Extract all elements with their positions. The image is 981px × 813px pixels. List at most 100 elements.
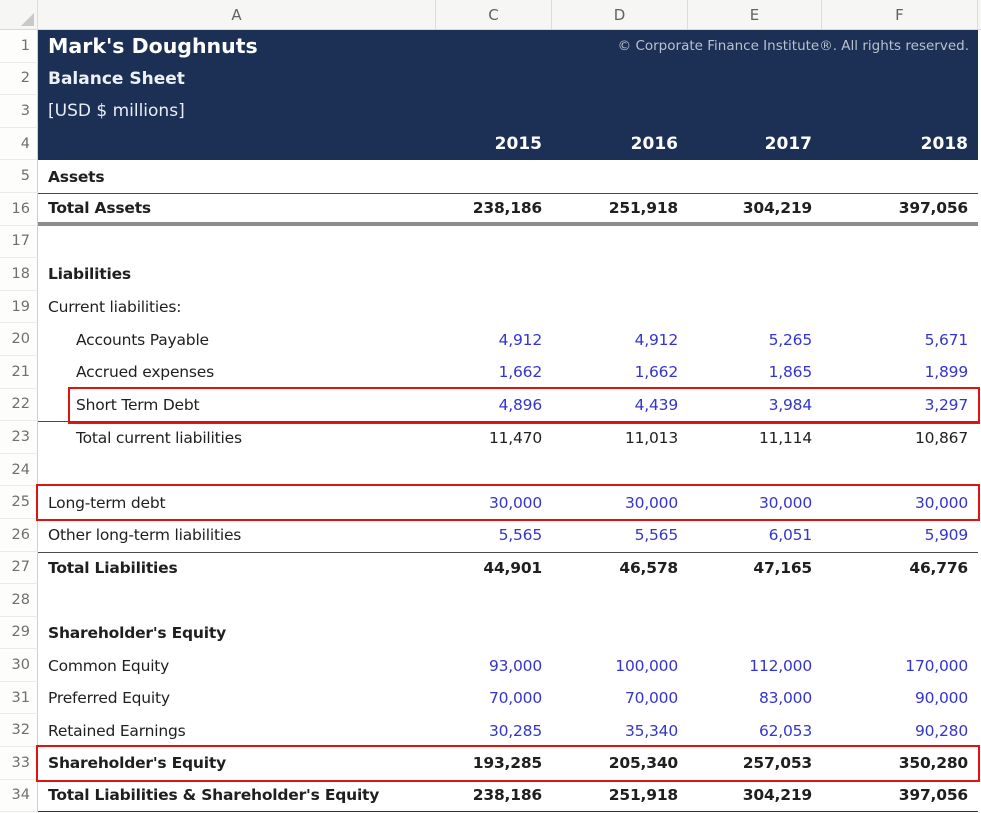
cell-value[interactable]: 205,340 xyxy=(608,754,678,773)
cell-value[interactable]: 4,912 xyxy=(634,330,679,349)
row-number[interactable]: 25 xyxy=(0,486,38,519)
select-all-corner[interactable] xyxy=(0,0,38,29)
cell-value[interactable]: 100,000 xyxy=(615,656,678,675)
cell-value[interactable] xyxy=(552,617,688,650)
row-number[interactable]: 22 xyxy=(0,388,38,422)
cell-value[interactable]: 5,909 xyxy=(924,526,969,545)
cell-value[interactable] xyxy=(688,617,822,650)
row-number[interactable]: 18 xyxy=(0,258,38,291)
row-number[interactable]: 34 xyxy=(0,779,38,813)
cell-value[interactable]: 5,265 xyxy=(768,330,813,349)
cell-value[interactable] xyxy=(436,584,552,617)
cell-label[interactable]: Accrued expenses xyxy=(76,363,214,382)
cell-value[interactable] xyxy=(822,258,978,291)
cell-value[interactable] xyxy=(552,258,688,291)
cell-value[interactable]: 4,912 xyxy=(498,330,543,349)
cell-value[interactable]: 47,165 xyxy=(753,559,812,578)
cell-label[interactable]: Shareholder's Equity xyxy=(48,623,226,642)
cell-value[interactable]: 6,051 xyxy=(768,526,813,545)
row-number[interactable]: 33 xyxy=(0,747,38,780)
cell-label[interactable]: Total current liabilities xyxy=(76,428,242,447)
row-number[interactable]: 2 xyxy=(0,62,38,96)
cell-value[interactable]: 4,896 xyxy=(498,395,543,414)
cell-value[interactable]: 350,280 xyxy=(898,754,968,773)
row-number[interactable]: 16 xyxy=(0,192,38,226)
cell-label[interactable]: Total Liabilities & Shareholder's Equity xyxy=(48,786,380,805)
cell-label[interactable]: Total Liabilities xyxy=(48,559,178,578)
cell-value[interactable]: 193,285 xyxy=(472,754,542,773)
year-header-2017[interactable]: 2017 xyxy=(764,134,812,155)
cell-value[interactable]: 90,000 xyxy=(914,689,968,708)
cell-value[interactable]: 170,000 xyxy=(905,656,968,675)
cell-value[interactable] xyxy=(552,160,688,193)
cell-value[interactable]: 46,578 xyxy=(619,559,678,578)
cell-value[interactable] xyxy=(552,454,688,487)
column-header-a[interactable]: A xyxy=(38,0,436,29)
cell-label[interactable] xyxy=(38,226,436,259)
cell-label[interactable]: Preferred Equity xyxy=(48,689,170,708)
row-number[interactable]: 32 xyxy=(0,714,38,748)
cell-value[interactable] xyxy=(688,160,822,193)
cell-value[interactable]: 3,984 xyxy=(768,395,813,414)
cell-value[interactable]: 30,285 xyxy=(488,721,542,740)
cell-value[interactable]: 83,000 xyxy=(758,689,812,708)
cell-value[interactable] xyxy=(688,291,822,324)
row-number[interactable]: 1 xyxy=(0,30,38,63)
cell-value[interactable]: 10,867 xyxy=(914,428,968,447)
year-header-2016[interactable]: 2016 xyxy=(630,134,678,155)
cell-value[interactable]: 1,899 xyxy=(924,363,969,382)
cell-label[interactable]: Total Assets xyxy=(48,198,151,217)
cell-value[interactable]: 70,000 xyxy=(488,689,542,708)
cell-value[interactable]: 30,000 xyxy=(758,493,812,512)
cell-label[interactable]: Short Term Debt xyxy=(76,395,200,414)
cell-label[interactable]: Current liabilities: xyxy=(48,298,182,317)
cell-value[interactable]: 397,056 xyxy=(898,198,968,217)
cell-value[interactable] xyxy=(552,226,688,259)
cell-value[interactable]: 397,056 xyxy=(898,786,968,805)
row-number[interactable]: 4 xyxy=(0,127,38,161)
column-header-d[interactable]: D xyxy=(552,0,688,29)
column-header-c[interactable]: C xyxy=(436,0,552,29)
cell-value[interactable] xyxy=(822,584,978,617)
cell-value[interactable]: 251,918 xyxy=(608,198,678,217)
cell-value[interactable]: 62,053 xyxy=(758,721,812,740)
row-number[interactable]: 23 xyxy=(0,421,38,454)
row-number[interactable]: 26 xyxy=(0,518,38,552)
cell-value[interactable]: 304,219 xyxy=(742,786,812,805)
row-number[interactable]: 27 xyxy=(0,551,38,585)
cell-value[interactable]: 5,565 xyxy=(634,526,679,545)
cell-value[interactable]: 11,114 xyxy=(758,428,812,447)
cell-value[interactable] xyxy=(436,454,552,487)
cell-value[interactable]: 11,013 xyxy=(624,428,678,447)
cell-value[interactable]: 304,219 xyxy=(742,198,812,217)
cell-value[interactable] xyxy=(688,226,822,259)
cell-value[interactable]: 1,662 xyxy=(634,363,679,382)
cell-value[interactable] xyxy=(688,584,822,617)
cell-value[interactable] xyxy=(436,226,552,259)
cell-value[interactable]: 251,918 xyxy=(608,786,678,805)
cell-value[interactable] xyxy=(436,258,552,291)
cell-value[interactable] xyxy=(688,454,822,487)
sheet-subtitle[interactable]: Balance Sheet xyxy=(48,68,185,89)
row-number[interactable]: 30 xyxy=(0,649,38,682)
row-number[interactable]: 5 xyxy=(0,160,38,193)
cell-value[interactable] xyxy=(688,258,822,291)
cell-value[interactable]: 93,000 xyxy=(488,656,542,675)
cell-value[interactable]: 257,053 xyxy=(742,754,812,773)
cell-value[interactable] xyxy=(822,454,978,487)
cell-value[interactable]: 1,662 xyxy=(498,363,543,382)
cell-value[interactable]: 30,000 xyxy=(488,493,542,512)
cell-label[interactable] xyxy=(38,454,436,487)
cell-value[interactable]: 5,671 xyxy=(924,330,969,349)
cell-value[interactable] xyxy=(436,617,552,650)
row-number[interactable]: 20 xyxy=(0,323,38,356)
cell-value[interactable] xyxy=(822,226,978,259)
cell-label[interactable]: Common Equity xyxy=(48,656,170,675)
cell-value[interactable] xyxy=(822,291,978,324)
units-label[interactable]: [USD $ millions] xyxy=(48,101,185,122)
row-number[interactable]: 17 xyxy=(0,225,38,259)
column-header-f[interactable]: F xyxy=(822,0,978,29)
cell-label[interactable] xyxy=(38,584,436,617)
cell-value[interactable]: 44,901 xyxy=(483,559,542,578)
cell-value[interactable]: 4,439 xyxy=(634,395,679,414)
